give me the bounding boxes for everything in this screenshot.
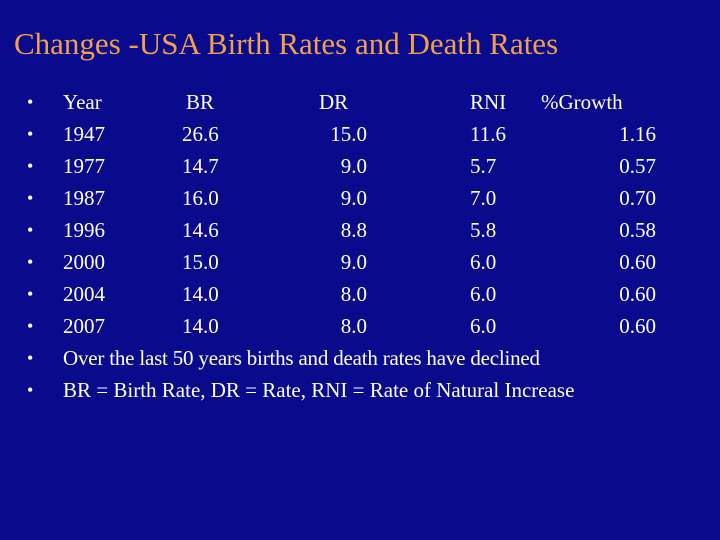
table-row: • 1977 14.7 9.0 5.7 0.57: [0, 150, 720, 182]
table-row: • 2004 14.0 8.0 6.0 0.60: [0, 278, 720, 310]
cell-br: 14.6: [182, 218, 219, 242]
header-dr: DR: [319, 90, 349, 114]
bullet-icon: •: [27, 220, 34, 240]
header-year: Year: [63, 90, 102, 114]
bullet-icon: •: [27, 92, 34, 112]
bullet-icon: •: [27, 380, 34, 400]
cell-dr: 15.0: [330, 122, 367, 146]
table-row: • 2000 15.0 9.0 6.0 0.60: [0, 246, 720, 278]
header-growth: %Growth: [541, 90, 623, 114]
note-item: • BR = Birth Rate, DR = Rate, RNI = Rate…: [0, 374, 720, 406]
cell-growth: 0.58: [619, 218, 656, 242]
cell-year: 2004: [63, 282, 105, 306]
bullet-icon: •: [27, 156, 34, 176]
cell-growth: 0.57: [619, 154, 656, 178]
cell-dr: 8.0: [340, 282, 367, 306]
cell-rni: 6.0: [470, 282, 497, 306]
cell-year: 1996: [63, 218, 105, 242]
table-row: • 1947 26.6 15.0 11.6 1.16: [0, 118, 720, 150]
cell-dr: 8.0: [340, 314, 367, 338]
cell-br: 14.0: [182, 282, 219, 306]
table-row: • 1987 16.0 9.0 7.0 0.70: [0, 182, 720, 214]
cell-dr: 9.0: [340, 154, 367, 178]
bullet-icon: •: [27, 348, 34, 368]
cell-br: 14.0: [182, 314, 219, 338]
cell-growth: 0.60: [619, 314, 656, 338]
table-row: • 2007 14.0 8.0 6.0 0.60: [0, 310, 720, 342]
cell-year: 2007: [63, 314, 105, 338]
bullet-icon: •: [27, 188, 34, 208]
note-text: BR = Birth Rate, DR = Rate, RNI = Rate o…: [63, 378, 575, 402]
table-row: • 1996 14.6 8.8 5.8 0.58: [0, 214, 720, 246]
bullet-icon: •: [27, 316, 34, 336]
cell-br: 26.6: [182, 122, 219, 146]
header-rni: RNI: [470, 90, 507, 114]
cell-br: 15.0: [182, 250, 219, 274]
cell-br: 14.7: [182, 154, 219, 178]
bullet-icon: •: [27, 284, 34, 304]
header-br: BR: [186, 90, 215, 114]
cell-rni: 5.8: [470, 218, 497, 242]
cell-rni: 7.0: [470, 186, 497, 210]
cell-rni: 6.0: [470, 250, 497, 274]
cell-growth: 0.60: [619, 282, 656, 306]
cell-year: 1987: [63, 186, 105, 210]
cell-dr: 9.0: [340, 250, 367, 274]
bullet-list: • Year BR DR RNI %Growth • 1947 26.6 15.…: [0, 86, 720, 406]
cell-br: 16.0: [182, 186, 219, 210]
cell-dr: 8.8: [340, 218, 367, 242]
slide-title: Changes -USA Birth Rates and Death Rates: [14, 26, 559, 61]
cell-rni: 6.0: [470, 314, 497, 338]
cell-year: 1947: [63, 122, 105, 146]
cell-growth: 0.70: [619, 186, 656, 210]
cell-year: 1977: [63, 154, 105, 178]
cell-year: 2000: [63, 250, 105, 274]
note-item: • Over the last 50 years births and deat…: [0, 342, 720, 374]
cell-rni: 5.7: [470, 154, 497, 178]
note-text: Over the last 50 years births and death …: [63, 346, 540, 370]
table-header-row: • Year BR DR RNI %Growth: [0, 86, 720, 118]
cell-growth: 1.16: [619, 122, 656, 146]
bullet-icon: •: [27, 124, 34, 144]
cell-growth: 0.60: [619, 250, 656, 274]
cell-rni: 11.6: [470, 122, 506, 146]
bullet-icon: •: [27, 252, 34, 272]
cell-dr: 9.0: [340, 186, 367, 210]
